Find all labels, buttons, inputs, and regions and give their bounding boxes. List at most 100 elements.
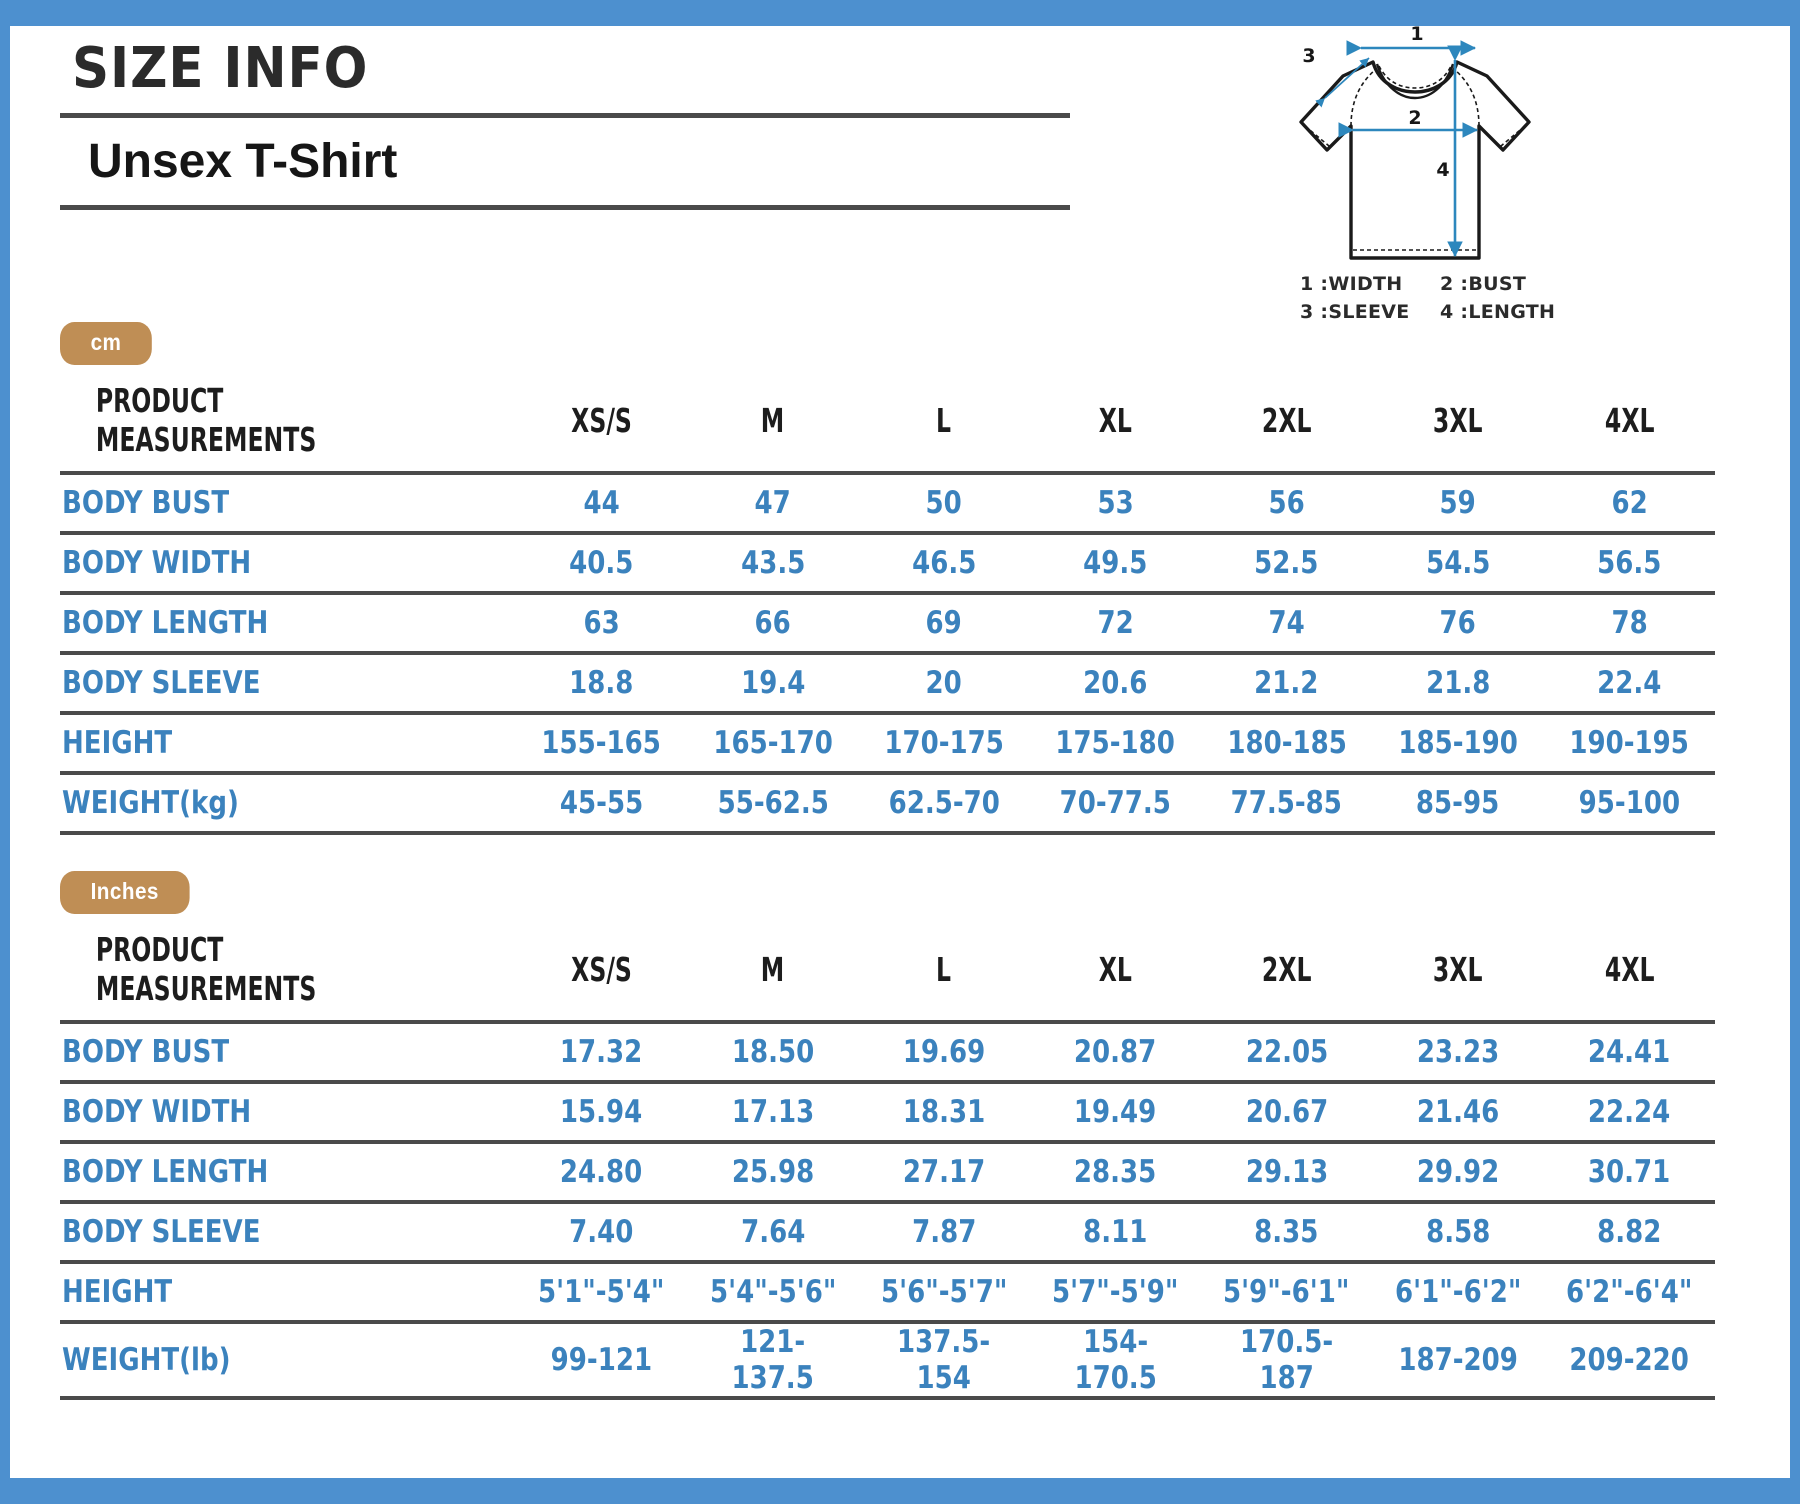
table-row: WEIGHT(kg) 45-55 55-62.5 62.5-70 70-77.5… [60, 773, 1715, 833]
cell: 50 [925, 485, 963, 521]
table-row: BODY LENGTH 24.80 25.98 27.17 28.35 29.1… [60, 1142, 1715, 1202]
cell: 76 [1439, 605, 1477, 641]
cm-header-xs-s: XS/S [571, 400, 632, 440]
cell: 19.4 [740, 665, 805, 701]
cell: 40.5 [569, 545, 634, 581]
cell: 49.5 [1083, 545, 1148, 581]
cell: 56 [1268, 485, 1305, 521]
marker-4-length-label: 4 [1436, 159, 1449, 181]
row-label: BODY WIDTH [62, 545, 252, 581]
table-row: BODY BUST 17.32 18.50 19.69 20.87 22.05 … [60, 1022, 1715, 1082]
cell: 20 [925, 665, 963, 701]
marker-2-bust-label: 2 [1408, 107, 1421, 129]
cm-header-l: L [936, 400, 952, 440]
cell: 52.5 [1254, 545, 1319, 581]
frame-left-bar [0, 0, 10, 1504]
cell: 59 [1439, 485, 1477, 521]
content-area: SIZE INFO Unsex T-Shirt [10, 23, 1790, 1478]
cell: 20.6 [1083, 665, 1148, 701]
title-divider-bottom [60, 204, 1070, 210]
inches-header-2xl: 2XL [1261, 949, 1312, 989]
cell: 180-185 [1226, 725, 1347, 761]
table-row: BODY SLEEVE 7.40 7.64 7.87 8.11 8.35 8.5… [60, 1202, 1715, 1262]
cell: 170-175 [884, 725, 1004, 761]
cell: 155-165 [541, 725, 662, 761]
cell: 20.87 [1074, 1034, 1157, 1070]
cm-table-block: cm PRODUCT MEASUREMENTS XS/S M [60, 322, 1740, 835]
cell: 8.35 [1254, 1214, 1319, 1250]
cell: 190-195 [1569, 725, 1690, 761]
cell: 5'1"-5'4" [538, 1274, 665, 1310]
cell: 17.32 [560, 1034, 643, 1070]
inches-table-block: Inches PRODUCT MEASUREMENTS XS/S M [60, 871, 1740, 1400]
cell: 8.58 [1425, 1214, 1491, 1250]
cell: 6'2"-6'4" [1566, 1274, 1693, 1310]
cell: 56.5 [1597, 545, 1662, 581]
cell: 21.2 [1254, 665, 1319, 701]
cell: 99-121 [550, 1342, 653, 1378]
cell: 27.17 [902, 1154, 986, 1190]
page-subtitle: Unsex T-Shirt [88, 134, 398, 188]
row-label: BODY LENGTH [62, 605, 269, 641]
cell: 18.31 [902, 1094, 986, 1130]
row-label: BODY LENGTH [62, 1154, 269, 1190]
diagram-legend: 1 :WIDTH 2 :BUST 3 :SLEEVE 4 :LENGTH [1300, 271, 1580, 326]
cell: 69 [925, 605, 963, 641]
cell: 121-137.5 [731, 1324, 814, 1396]
frame-bottom-bar [0, 1478, 1800, 1504]
cell: 44 [583, 485, 620, 521]
cm-header-m: M [761, 400, 785, 440]
t-shirt-diagram: 1 2 3 4 [1265, 23, 1565, 286]
cell: 209-220 [1569, 1342, 1690, 1378]
cell: 18.50 [731, 1034, 814, 1070]
cell: 23.23 [1416, 1034, 1500, 1070]
cell: 185-190 [1398, 725, 1518, 761]
table-row: WEIGHT(lb) 99-121 121-137.5 137.5-154 15… [60, 1322, 1715, 1398]
cell: 62.5-70 [888, 785, 1000, 821]
legend-item-bust: 2 :BUST [1440, 273, 1527, 295]
cell: 28.35 [1074, 1154, 1157, 1190]
row-label: BODY SLEEVE [62, 665, 261, 701]
cell: 6'1"-6'2" [1394, 1274, 1522, 1310]
header: SIZE INFO Unsex T-Shirt [60, 39, 1230, 210]
cm-header-xl: XL [1098, 400, 1132, 440]
cell: 43.5 [740, 545, 805, 581]
cell: 78 [1611, 605, 1648, 641]
cell: 63 [583, 605, 620, 641]
legend-item-width: 1 :WIDTH [1300, 273, 1403, 295]
row-label: BODY BUST [62, 1034, 230, 1070]
row-label: WEIGHT(lb) [62, 1342, 231, 1378]
cell: 19.49 [1074, 1094, 1157, 1130]
cell: 22.4 [1597, 665, 1662, 701]
cell: 165-170 [712, 725, 833, 761]
legend-item-length: 4 :LENGTH [1440, 300, 1556, 323]
cell: 137.5-154 [897, 1324, 991, 1396]
inches-header-3xl: 3XL [1433, 949, 1483, 989]
cell: 18.8 [569, 665, 634, 701]
cm-header-measurements: PRODUCT MEASUREMENTS [95, 381, 317, 459]
cell: 20.67 [1245, 1094, 1328, 1130]
cell: 66 [754, 605, 791, 641]
cell: 24.41 [1588, 1034, 1671, 1070]
cell: 29.92 [1416, 1154, 1500, 1190]
cell: 5'9"-6'1" [1223, 1274, 1350, 1310]
row-label: HEIGHT [62, 725, 173, 761]
cell: 7.87 [911, 1214, 977, 1250]
cell: 25.98 [731, 1154, 814, 1190]
legend-row: 1 :WIDTH 2 :BUST [1300, 271, 1580, 299]
cell: 7.64 [740, 1214, 805, 1250]
inches-header-4xl: 4XL [1604, 949, 1655, 989]
title-divider-top [60, 112, 1070, 118]
table-row: BODY SLEEVE 18.8 19.4 20 20.6 21.2 21.8 … [60, 653, 1715, 713]
row-label: BODY BUST [62, 485, 230, 521]
table-row: BODY BUST 44 47 50 53 56 59 62 [60, 473, 1715, 533]
cell: 17.13 [731, 1094, 814, 1130]
marker-1-width-label: 1 [1410, 26, 1423, 45]
cell: 7.40 [569, 1214, 634, 1250]
cell: 30.71 [1588, 1154, 1671, 1190]
table-row: BODY WIDTH 15.94 17.13 18.31 19.49 20.67… [60, 1082, 1715, 1142]
cell: 85-95 [1416, 785, 1500, 821]
cell: 70-77.5 [1059, 785, 1171, 821]
row-label: BODY WIDTH [62, 1094, 252, 1130]
